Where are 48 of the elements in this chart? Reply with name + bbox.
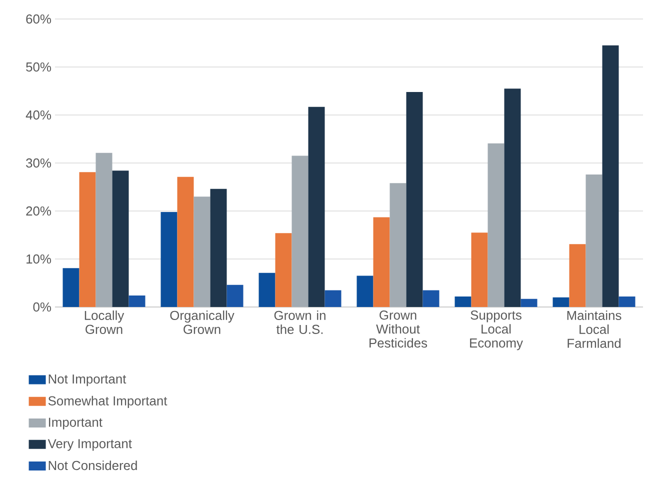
- bar: [160, 212, 178, 307]
- bar: [454, 296, 472, 307]
- bar: [422, 290, 440, 307]
- bar: [210, 188, 227, 307]
- bar: [112, 170, 129, 307]
- bar: [324, 290, 342, 307]
- bar: [62, 268, 80, 307]
- bar: [275, 233, 292, 307]
- y-tick-label: 60%: [26, 14, 52, 24]
- bar: [488, 143, 504, 307]
- y-tick-label: 20%: [26, 206, 52, 216]
- bar: [79, 172, 96, 307]
- y-tick-label: 0%: [33, 302, 52, 312]
- bar: [128, 295, 146, 307]
- y-tick-label: 40%: [26, 110, 52, 120]
- y-tick-label: 50%: [26, 62, 52, 72]
- y-tick-label: 30%: [26, 158, 52, 168]
- bar: [194, 196, 210, 307]
- x-tick-label: Grown Without Pesticides: [370, 310, 428, 348]
- x-tick-label: Supports Local Economy: [470, 310, 523, 350]
- bar: [96, 152, 112, 307]
- y-tick-label: 10%: [26, 254, 52, 264]
- bar: [356, 276, 374, 307]
- bar: [308, 106, 325, 307]
- bar: [373, 217, 390, 307]
- bar: [586, 174, 602, 307]
- bar: [226, 284, 244, 307]
- bar: [292, 156, 308, 307]
- bar: [552, 297, 570, 307]
- x-tick-label: Maintains Local Farmland: [567, 310, 622, 348]
- bar: [569, 244, 586, 307]
- legend-label: Not Important: [48, 374, 126, 386]
- bar: [406, 92, 423, 307]
- legend-label: Very Important: [48, 439, 132, 451]
- x-tick-label: Organically Grown: [170, 310, 234, 334]
- legend-label: Not Considered: [48, 460, 137, 470]
- bar: [258, 272, 276, 307]
- x-tick-label: Grown in the U.S.: [274, 310, 326, 334]
- bar: [520, 298, 538, 307]
- bar: [618, 296, 636, 307]
- x-tick-label: Locally Grown: [84, 310, 124, 334]
- bar: [471, 232, 488, 307]
- bar: [602, 45, 619, 307]
- legend-label: Somewhat Important: [48, 396, 168, 408]
- legend-label: Important: [48, 418, 102, 430]
- bar: [390, 183, 406, 307]
- bar: [504, 88, 521, 307]
- bar: [177, 176, 194, 307]
